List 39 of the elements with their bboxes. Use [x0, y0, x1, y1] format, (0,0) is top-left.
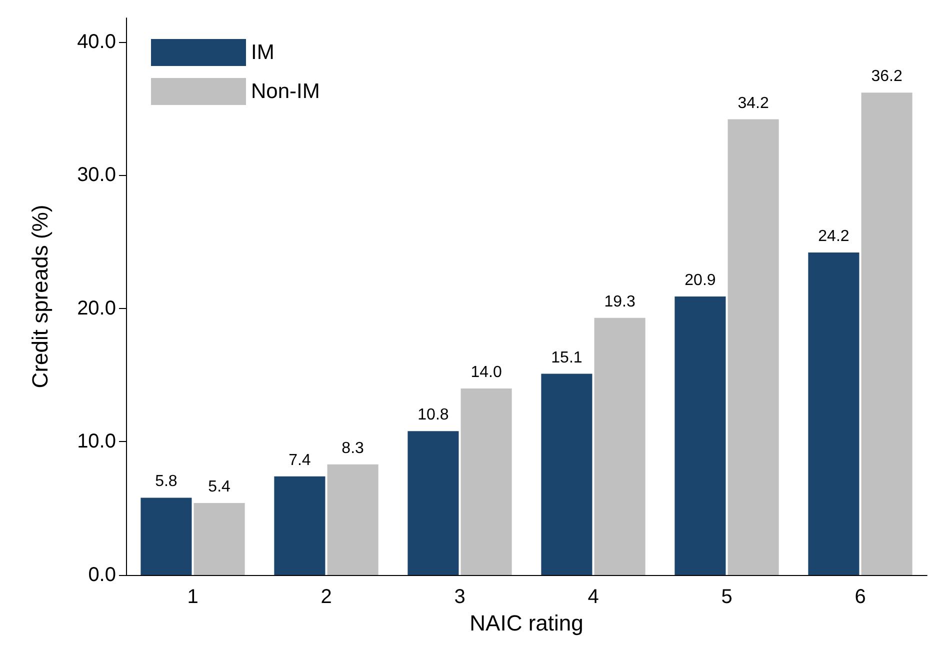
x-tick-label: 6: [854, 586, 866, 608]
y-tick-label: 10.0: [77, 430, 116, 453]
bar: [408, 431, 459, 575]
legend-label: IM: [251, 41, 274, 64]
data-label: 5.8: [155, 473, 178, 490]
data-label: 7.4: [288, 452, 311, 469]
data-label: 36.2: [871, 68, 902, 86]
data-label: 20.9: [684, 272, 716, 289]
y-axis-title: Credit spreads (%): [28, 204, 52, 388]
data-label: 10.8: [418, 406, 449, 424]
bar: [274, 476, 326, 575]
legend-label: Non-IM: [251, 80, 320, 103]
x-tick-label: 5: [721, 586, 732, 608]
bar: [808, 252, 860, 575]
y-tick-label: 20.0: [77, 297, 116, 320]
y-tick-label: 0.0: [88, 564, 116, 586]
data-label: 24.2: [818, 228, 850, 246]
data-label: 19.3: [604, 293, 636, 310]
x-axis-title: NAIC rating: [470, 610, 584, 636]
data-label: 14.0: [470, 364, 502, 381]
data-label: 34.2: [738, 94, 769, 112]
bar: [541, 374, 592, 575]
bar: [594, 318, 646, 575]
bar: [327, 464, 378, 575]
data-label: 5.4: [208, 478, 231, 496]
data-label: 15.1: [551, 349, 582, 366]
bar: [460, 388, 512, 575]
x-tick-label: 3: [454, 586, 466, 608]
bar: [674, 296, 726, 575]
y-tick-label: 30.0: [77, 164, 116, 186]
x-tick-label: 4: [588, 586, 599, 608]
bar: [861, 92, 912, 575]
bar: [140, 498, 192, 575]
x-tick-label: 2: [320, 586, 332, 608]
x-tick-label: 1: [187, 586, 198, 608]
y-tick-label: 40.0: [77, 30, 116, 53]
data-label: 8.3: [342, 440, 364, 457]
bar: [194, 503, 245, 575]
bar: [728, 119, 779, 575]
